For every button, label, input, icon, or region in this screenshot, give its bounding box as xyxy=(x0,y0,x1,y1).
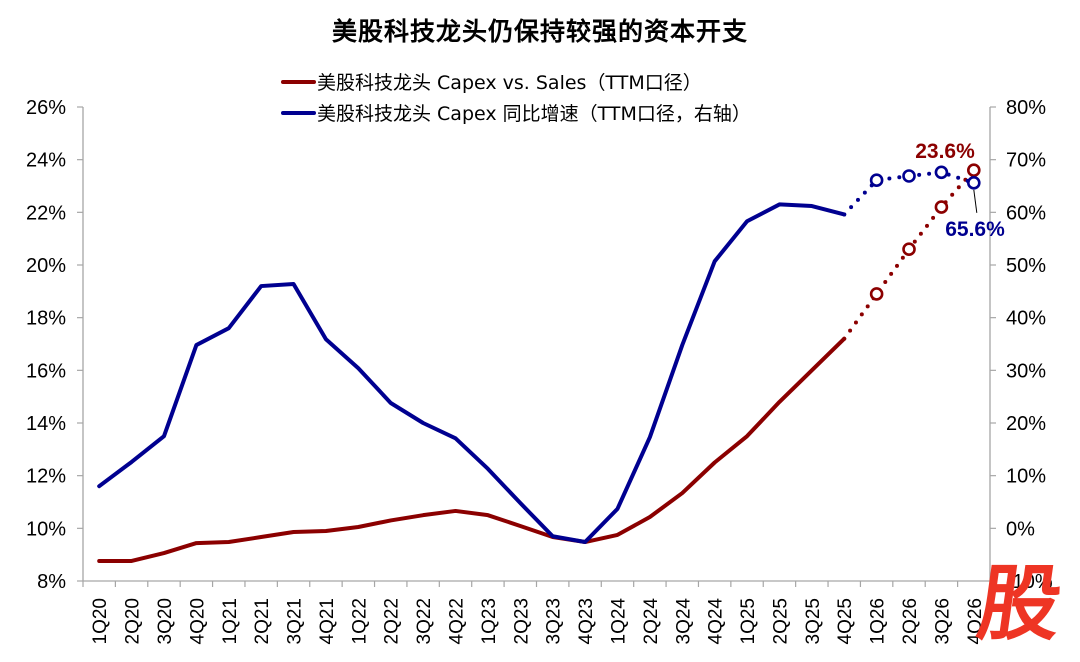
x-axis-category-label: 4Q24 xyxy=(706,598,727,645)
left-axis-tick-label: 16% xyxy=(26,360,66,382)
annotations: 23.6% 65.6% xyxy=(915,140,1005,241)
left-axis-tick-label: 10% xyxy=(26,518,66,540)
annotation-capex-growth: 65.6% xyxy=(945,218,1005,241)
right-axis-tick-label: 50% xyxy=(1006,255,1046,277)
forecast-marker xyxy=(902,169,916,183)
x-axis-category-label: 1Q24 xyxy=(608,598,629,645)
x-axis-category-label: 2Q20 xyxy=(123,598,144,644)
x-axis-category-label: 3Q21 xyxy=(285,598,306,644)
x-axis-category-label: 1Q23 xyxy=(479,598,500,644)
right-axis-tick-label: 70% xyxy=(1006,150,1046,172)
x-axis-category-label: 3Q24 xyxy=(673,598,694,645)
right-axis-tick-label: 30% xyxy=(1006,360,1046,382)
x-axis-category-label: 2Q24 xyxy=(641,598,662,645)
forecast-marker xyxy=(934,200,949,214)
x-axis-category-label: 4Q23 xyxy=(576,598,597,644)
forecast-marker xyxy=(967,163,981,177)
x-axis-category-label: 3Q25 xyxy=(803,598,824,644)
x-axis-category-label: 3Q26 xyxy=(932,598,953,644)
forecast-marker xyxy=(869,173,884,188)
x-axis-category-label: 4Q25 xyxy=(835,598,856,644)
right-axis-tick-label: -10% xyxy=(1006,571,1053,593)
legend: 美股科技龙头 Capex vs. Sales（TTM口径） 美股科技龙头 Cape… xyxy=(281,72,751,125)
annotation-leader-line xyxy=(973,189,978,213)
right-axis-tick-label: 0% xyxy=(1006,518,1035,540)
chart-title: 美股科技龙头仍保持较强的资本开支 xyxy=(331,17,748,46)
x-axis-category-label: 1Q22 xyxy=(349,598,370,644)
left-axis-tick-label: 24% xyxy=(26,150,66,172)
x-axis-category-label: 1Q26 xyxy=(868,598,889,644)
x-axis-category-label: 4Q22 xyxy=(447,598,468,644)
forecast-marker xyxy=(902,242,916,256)
x-axis-category-label: 2Q26 xyxy=(900,598,921,644)
x-axis-category-label: 2Q25 xyxy=(770,598,791,644)
annotation-capex-vs-sales: 23.6% xyxy=(915,140,975,163)
x-axis-category-label: 3Q20 xyxy=(155,598,176,644)
x-axis-category-label: 3Q23 xyxy=(544,598,565,644)
left-axis-tick-label: 20% xyxy=(26,255,66,277)
x-axis-category-label: 4Q21 xyxy=(317,598,338,644)
x-axis-category-label: 3Q22 xyxy=(414,598,435,644)
legend-label: 美股科技龙头 Capex 同比增速（TTM口径，右轴） xyxy=(317,103,751,125)
series-line-actual xyxy=(97,336,847,563)
x-axis-category-label: 2Q21 xyxy=(252,598,273,644)
forecast-marker xyxy=(934,165,949,180)
axes: 8% 10% 12% 14% 16% 18% 20% 22% 24% 26% -10% 0% 10% 20… xyxy=(26,97,1053,644)
left-axis-tick-label: 12% xyxy=(26,466,66,488)
x-axis-category-label: 1Q20 xyxy=(90,598,111,644)
series-line-actual xyxy=(97,202,847,545)
right-axis-tick-label: 40% xyxy=(1006,308,1046,330)
left-axis-tick-label: 26% xyxy=(26,97,66,119)
forecast-marker xyxy=(967,176,981,190)
x-axis-category-label: 2Q22 xyxy=(382,598,403,644)
right-axis-tick-label: 60% xyxy=(1006,202,1046,224)
x-axis-category-label: 4Q26 xyxy=(965,598,986,644)
left-axis-tick-label: 14% xyxy=(26,413,66,435)
watermark-logo: 股 xyxy=(971,557,1068,652)
right-axis-tick-label: 20% xyxy=(1006,413,1046,435)
left-axis-tick-label: 8% xyxy=(37,571,66,593)
x-axis-category-label: 1Q25 xyxy=(738,598,759,644)
right-axis-tick-label: 10% xyxy=(1006,466,1046,488)
legend-label: 美股科技龙头 Capex vs. Sales（TTM口径） xyxy=(317,72,702,94)
x-axis-category-label: 1Q21 xyxy=(220,598,241,644)
left-axis-tick-label: 22% xyxy=(26,202,66,224)
right-axis-tick-label: 80% xyxy=(1006,97,1046,119)
left-axis-tick-label: 18% xyxy=(26,308,66,330)
forecast-marker xyxy=(869,287,884,301)
series-layer xyxy=(97,163,981,563)
x-axis-category-label: 4Q20 xyxy=(187,598,208,644)
x-axis-category-label: 2Q23 xyxy=(511,598,532,644)
